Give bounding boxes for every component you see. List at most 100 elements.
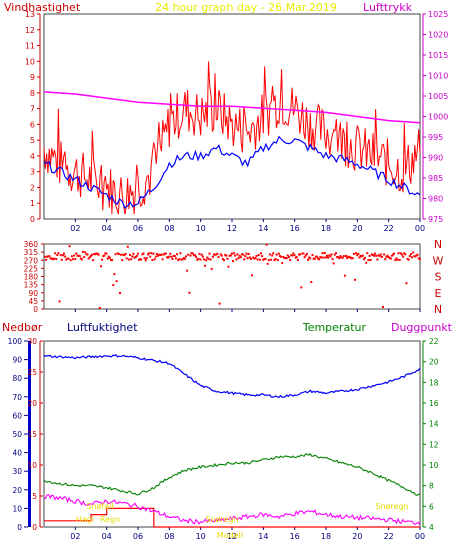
direction-point [140, 258, 143, 261]
direction-point [271, 254, 274, 257]
direction-point [65, 258, 68, 261]
direction-point [310, 281, 313, 283]
direction-point [211, 255, 214, 258]
left-tick-label: 0 [30, 215, 35, 224]
direction-point [89, 254, 92, 257]
direction-point [201, 255, 204, 258]
direction-point [235, 258, 238, 261]
direction-point [232, 260, 234, 263]
direction-point [315, 255, 318, 258]
direction-point [257, 254, 260, 257]
right-tick-label: 975 [428, 215, 443, 224]
direction-point [273, 259, 276, 262]
direction-point [263, 258, 266, 261]
temp-tick-label: 20 [429, 358, 439, 367]
direction-point [124, 252, 127, 255]
direction-point [355, 252, 358, 255]
pressure-series [43, 91, 421, 124]
direction-point [152, 252, 155, 255]
direction-point [75, 252, 78, 255]
direction-point [167, 256, 170, 259]
direction-point [314, 255, 317, 258]
direction-point [406, 257, 409, 260]
direction-point [117, 253, 120, 256]
temp-tick-label: 22 [429, 337, 439, 346]
x-tick-label: 14 [258, 532, 268, 541]
direction-point [95, 252, 98, 255]
compass-label: E [435, 287, 442, 300]
direction-point [303, 256, 306, 259]
direction-point [177, 259, 180, 262]
humidity-series [43, 354, 421, 398]
dir-tick-label: 360 [24, 240, 39, 249]
direction-point [390, 254, 393, 257]
direction-point [389, 257, 392, 260]
dir-tick-label: 90 [28, 289, 38, 298]
x-tick-label: 18 [321, 532, 331, 541]
direction-point [151, 259, 154, 262]
overlay-label: Snøfall [86, 502, 113, 511]
direction-point [267, 259, 270, 262]
direction-point [173, 255, 176, 257]
direction-point [131, 255, 134, 258]
direction-point [239, 256, 242, 259]
direction-point [392, 253, 394, 256]
direction-point [309, 257, 312, 260]
direction-point [302, 252, 305, 255]
direction-point [354, 278, 356, 281]
direction-point [336, 255, 339, 258]
direction-point [322, 256, 325, 259]
direction-point [182, 257, 185, 259]
direction-point [172, 254, 175, 257]
direction-point [408, 255, 411, 258]
direction-point [305, 252, 308, 255]
direction-point [272, 252, 275, 255]
direction-point [84, 251, 87, 254]
direction-point [223, 259, 225, 262]
direction-point [46, 255, 49, 258]
right-tick-label: 985 [428, 174, 443, 183]
direction-point [153, 258, 156, 261]
direction-point [388, 257, 391, 259]
direction-point [125, 257, 128, 260]
rain-tick-label: 0 [32, 523, 37, 532]
direction-point [54, 252, 57, 255]
direction-point [229, 254, 232, 257]
rain-tick-label: 5 [32, 492, 37, 501]
direction-point [246, 257, 249, 260]
direction-point [312, 257, 315, 260]
direction-point [415, 254, 418, 257]
direction-point [228, 254, 231, 257]
left-tick-label: 7 [30, 105, 35, 114]
direction-point [367, 259, 370, 262]
direction-point [275, 253, 278, 256]
right-tick-label: 1000 [428, 113, 448, 122]
direction-point [237, 257, 240, 260]
direction-point [266, 262, 269, 265]
right-tick-label: 1020 [428, 31, 448, 40]
humidity-tick-label: 80 [12, 374, 22, 383]
direction-point [178, 258, 181, 261]
direction-point [147, 253, 149, 256]
direction-point [328, 254, 331, 257]
direction-point [342, 255, 345, 258]
direction-point [397, 252, 400, 255]
direction-point [220, 254, 223, 257]
direction-point [236, 253, 239, 256]
direction-point [94, 253, 97, 256]
direction-point [293, 254, 296, 257]
direction-point [127, 258, 130, 261]
rain-tick-label: 15 [27, 430, 37, 439]
wind-average-series [43, 135, 421, 209]
right-tick-label: 980 [428, 195, 443, 204]
direction-point [86, 253, 89, 256]
direction-point [57, 252, 60, 255]
direction-point [67, 257, 70, 260]
direction-point [113, 273, 116, 276]
direction-point [226, 257, 229, 260]
dir-tick-label: 225 [24, 264, 39, 273]
direction-point [179, 252, 182, 255]
direction-point [366, 252, 369, 255]
direction-point [248, 256, 251, 259]
direction-point [274, 257, 277, 260]
